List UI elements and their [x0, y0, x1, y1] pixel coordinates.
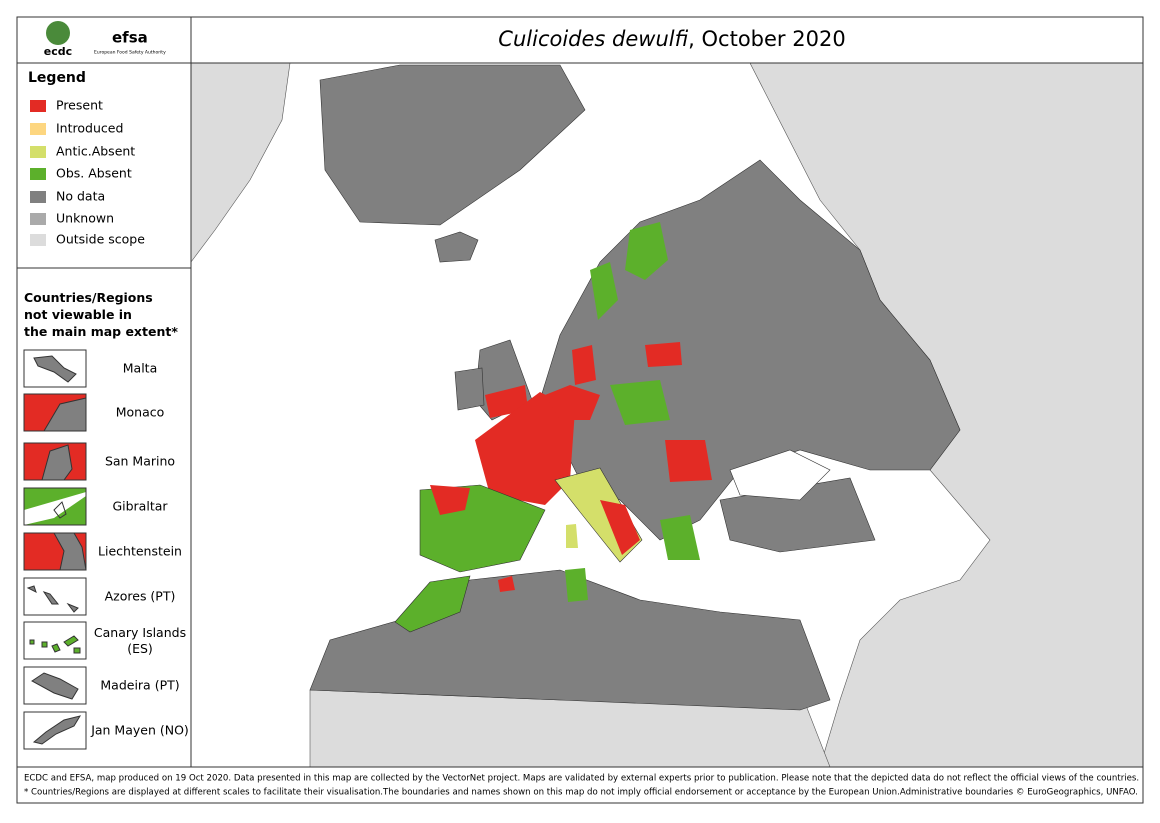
- inset: [23, 577, 87, 616]
- inset: [23, 442, 87, 481]
- outer-frame: [16, 16, 1144, 804]
- legend-label: Introduced: [56, 121, 123, 136]
- legend-swatch: [30, 168, 46, 180]
- inset-label-line: Canary Islands: [94, 625, 186, 640]
- ecdc-globe: [46, 21, 70, 45]
- inset-label: Liechtenstein: [98, 544, 182, 559]
- inset-border: [23, 349, 87, 388]
- inset: [23, 532, 87, 571]
- inset-shape: [32, 715, 82, 745]
- legend-swatch: [30, 123, 46, 135]
- inset-shape: [24, 394, 87, 432]
- inset-shape: [24, 443, 86, 481]
- inset-label: Monaco: [116, 405, 165, 420]
- inset-shape: [24, 532, 87, 571]
- inset-border: [23, 442, 87, 481]
- inset-shape: [26, 585, 79, 613]
- inset: [23, 487, 87, 526]
- inset-label: San Marino: [105, 454, 175, 469]
- map: [190, 62, 1144, 768]
- legend-swatch: [30, 234, 46, 246]
- legend-label: Outside scope: [56, 232, 145, 247]
- inset-label: Azores (PT): [105, 589, 176, 604]
- legend: Present Introduced Antic.Absent Obs. Absent…: [30, 98, 145, 247]
- inset-label: Gibraltar: [112, 499, 168, 514]
- legend-title: Legend: [28, 70, 86, 86]
- inset-shape: [31, 672, 79, 700]
- inset: [23, 621, 87, 660]
- insets-title-line: the main map extent*: [24, 324, 178, 339]
- insets-title-line: Countries/Regions: [24, 290, 153, 305]
- inset-shape: [29, 635, 81, 654]
- legend-label: Antic.Absent: [56, 144, 135, 159]
- legend-swatch: [30, 191, 46, 203]
- legend-label: Unknown: [56, 211, 114, 226]
- inset-border: [23, 711, 87, 750]
- inset-label-line: (ES): [127, 641, 153, 656]
- title-species: Culicoides dewulfi: [498, 27, 688, 51]
- inset-label: Jan Mayen (NO): [90, 723, 189, 738]
- legend-label: Present: [56, 98, 103, 113]
- inset: [23, 393, 87, 432]
- inset-border: [23, 487, 87, 526]
- efsa-logo: efsa: [112, 29, 148, 47]
- legend-label: No data: [56, 189, 105, 204]
- inset-label: Malta: [123, 361, 157, 376]
- legend-swatch: [30, 100, 46, 112]
- inset-border: [23, 577, 87, 616]
- ecdc-logo: ecdc: [44, 45, 72, 58]
- inset: [23, 711, 87, 750]
- inset-label: Madeira (PT): [100, 678, 179, 693]
- inset: [23, 666, 87, 705]
- inset-shape: [33, 355, 77, 383]
- insets-title: Countries/Regions not viewable in the main…: [24, 290, 178, 339]
- inset-border: [23, 621, 87, 660]
- footer-line: ECDC and EFSA, map produced on 19 Oct 20…: [24, 774, 1139, 784]
- legend-label: Obs. Absent: [56, 166, 132, 181]
- efsa-subtitle: European Food Safety Authority: [94, 50, 166, 56]
- insets-title-line: not viewable in: [24, 307, 132, 322]
- inset-label: Canary Islands (ES): [94, 625, 186, 656]
- title: Culicoides dewulfi, October 2020: [498, 27, 845, 51]
- legend-swatch: [30, 146, 46, 158]
- inset-border: [23, 393, 87, 432]
- logos: ecdc efsa European Food Safety Authority: [44, 21, 166, 58]
- inset: [23, 349, 87, 388]
- legend-swatch: [30, 213, 46, 225]
- inset-shape: [24, 488, 86, 525]
- insets: Malta Monaco San Marino Gibraltar Liechtenst…: [23, 349, 189, 750]
- inset-border: [23, 532, 87, 571]
- title-rest: , October 2020: [688, 27, 846, 51]
- footer-line: * Countries/Regions are displayed at dif…: [24, 788, 1138, 798]
- inset-border: [23, 666, 87, 705]
